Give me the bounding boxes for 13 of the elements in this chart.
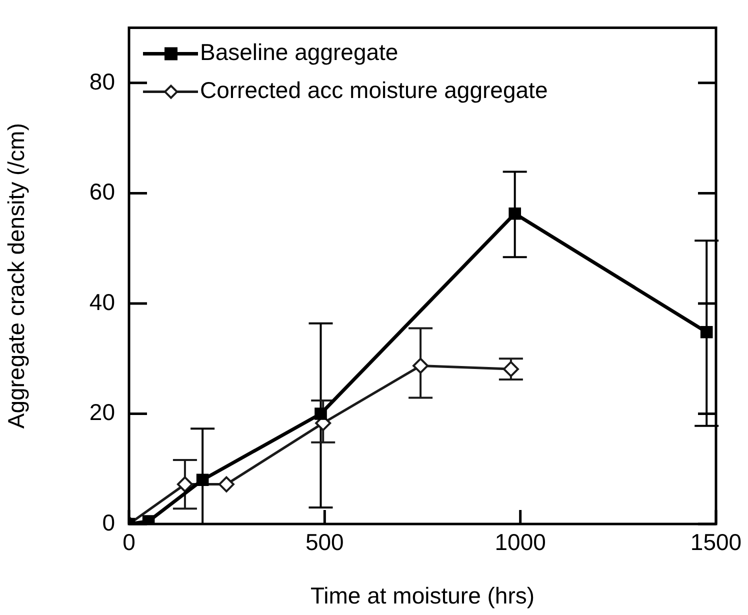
y-tick-label: 20 — [89, 399, 115, 426]
x-axis-title: Time at moisture (hrs) — [310, 582, 535, 609]
y-axis-title: Aggregate crack density (/cm) — [3, 123, 30, 429]
legend-label: Baseline aggregate — [200, 39, 398, 66]
x-tick-label: 1000 — [494, 529, 546, 556]
x-tick-label: 500 — [305, 529, 344, 556]
y-tick-label: 0 — [102, 509, 115, 536]
y-tick-label: 40 — [89, 288, 115, 315]
y-tick-label: 80 — [89, 68, 115, 94]
x-tick-label: 0 — [122, 529, 136, 556]
legend-label: Corrected acc moisture aggregate — [200, 77, 548, 104]
y-tick-label: 60 — [89, 178, 115, 205]
x-tick-label: 1500 — [690, 529, 742, 556]
